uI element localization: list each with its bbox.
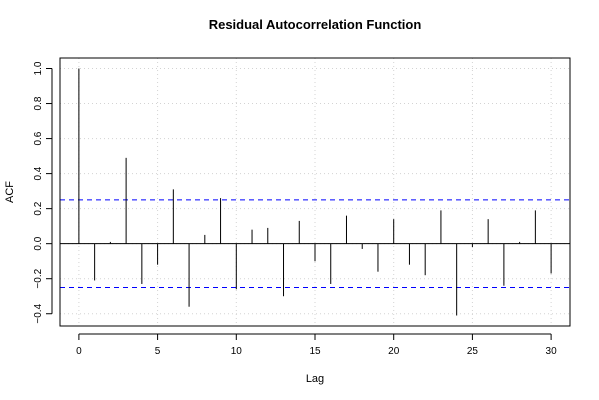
y-tick-label: 0.6 bbox=[33, 131, 44, 145]
acf-bars bbox=[78, 68, 552, 316]
x-tick-label: 20 bbox=[388, 346, 400, 357]
plot-frame bbox=[59, 57, 571, 327]
y-tick-label: 0.8 bbox=[33, 96, 44, 110]
y-tick-label: 0.4 bbox=[33, 166, 44, 180]
y-axis-label: ACF bbox=[4, 181, 16, 203]
y-tick-label: −0.4 bbox=[33, 303, 44, 323]
y-axis: −0.4 −0.2 0.0 0.2 0.4 0.6 0.8 1.0 bbox=[33, 61, 53, 324]
grid bbox=[60, 58, 570, 326]
x-tick-label: 10 bbox=[231, 346, 243, 357]
x-tick-label: 15 bbox=[309, 346, 321, 357]
chart-title: Residual Autocorrelation Function bbox=[209, 17, 422, 32]
y-tick-label: −0.2 bbox=[33, 268, 44, 288]
x-tick-label: 25 bbox=[467, 346, 479, 357]
confidence-bounds bbox=[60, 199, 570, 288]
y-tick-label: 0.2 bbox=[33, 201, 44, 215]
x-tick-label: 0 bbox=[76, 346, 82, 357]
y-tick-label: 1.0 bbox=[33, 61, 44, 75]
x-axis: 0 5 10 15 20 25 30 bbox=[76, 333, 558, 357]
x-tick-label: 5 bbox=[155, 346, 161, 357]
x-tick-label: 30 bbox=[546, 346, 558, 357]
y-tick-label: 0.0 bbox=[33, 236, 44, 250]
x-axis-label: Lag bbox=[306, 373, 324, 385]
